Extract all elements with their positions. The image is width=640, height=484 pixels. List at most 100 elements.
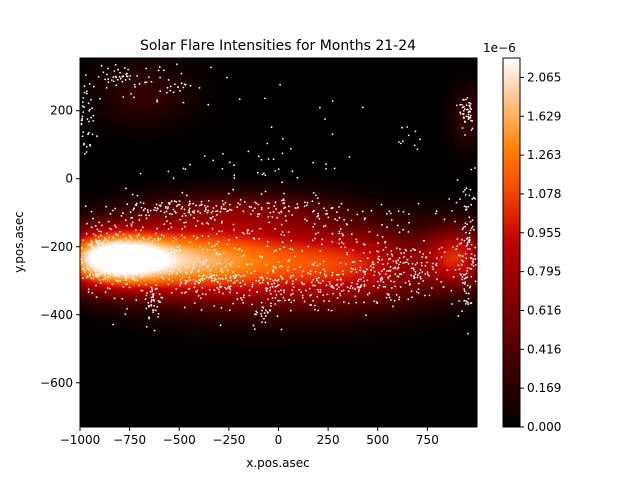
flare-point xyxy=(112,80,115,83)
flare-point xyxy=(193,210,196,212)
flare-point xyxy=(114,241,117,244)
flare-point xyxy=(97,264,100,267)
flare-point xyxy=(469,248,471,251)
flare-point xyxy=(311,239,314,242)
flare-point xyxy=(123,262,126,264)
flare-point xyxy=(391,254,394,257)
flare-point xyxy=(465,187,468,190)
flare-point xyxy=(134,86,137,88)
flare-point xyxy=(386,262,389,265)
flare-point xyxy=(145,265,147,267)
flare-point xyxy=(286,269,289,272)
flare-point xyxy=(128,286,131,289)
flare-point xyxy=(131,221,134,224)
flare-point xyxy=(108,287,111,290)
flare-point xyxy=(145,283,147,286)
flare-point xyxy=(138,253,141,256)
flare-point xyxy=(211,245,213,248)
y-tick-label: 0 xyxy=(65,172,73,186)
flare-point xyxy=(286,280,288,283)
flare-point xyxy=(150,304,153,306)
flare-point xyxy=(430,287,433,289)
flare-point xyxy=(170,292,173,294)
flare-point xyxy=(293,299,295,302)
flare-point xyxy=(144,298,147,301)
flare-point xyxy=(93,248,96,251)
flare-point xyxy=(229,203,231,206)
flare-point xyxy=(145,272,148,275)
flare-point xyxy=(241,250,243,252)
flare-point xyxy=(390,250,393,252)
flare-point xyxy=(232,282,235,284)
flare-point xyxy=(417,274,419,276)
flare-point xyxy=(446,269,449,272)
flare-point xyxy=(129,244,131,247)
flare-point xyxy=(164,259,166,262)
flare-point xyxy=(230,279,233,282)
flare-point xyxy=(268,202,270,205)
flare-point xyxy=(342,234,345,237)
flare-point xyxy=(414,263,417,266)
flare-point xyxy=(263,172,265,175)
flare-point xyxy=(205,208,207,211)
flare-point xyxy=(326,212,329,215)
flare-point xyxy=(150,299,153,302)
flare-point xyxy=(154,254,157,257)
flare-point xyxy=(306,204,308,207)
flare-point xyxy=(157,270,159,273)
flare-point xyxy=(402,210,405,213)
flare-point xyxy=(325,284,328,287)
flare-point xyxy=(363,218,366,221)
flare-point xyxy=(173,83,176,86)
flare-point xyxy=(233,228,236,231)
flare-point xyxy=(123,250,126,253)
flare-point xyxy=(158,66,161,69)
flare-point xyxy=(175,238,178,241)
flare-point xyxy=(291,248,294,251)
flare-point xyxy=(322,294,325,296)
flare-point xyxy=(377,280,379,283)
flare-point xyxy=(251,285,254,288)
flare-point xyxy=(193,286,196,289)
flare-point xyxy=(97,236,100,239)
flare-point xyxy=(417,282,420,285)
flare-point xyxy=(281,181,283,184)
flare-point xyxy=(88,274,91,277)
flare-point xyxy=(170,262,172,265)
flare-point xyxy=(350,219,353,222)
flare-point xyxy=(402,262,405,264)
flare-point xyxy=(185,194,188,197)
flare-point xyxy=(140,289,143,292)
flare-point xyxy=(469,188,472,191)
flare-point xyxy=(263,317,265,320)
flare-point xyxy=(463,105,465,108)
flare-point xyxy=(249,213,252,216)
flare-point xyxy=(314,237,316,240)
flare-point xyxy=(395,262,398,265)
flare-point xyxy=(211,279,213,282)
flare-point xyxy=(452,246,454,249)
flare-point xyxy=(324,118,326,121)
flare-point xyxy=(451,303,453,305)
flare-point xyxy=(364,217,366,219)
flare-point xyxy=(423,294,426,297)
flare-point xyxy=(171,213,173,216)
flare-point xyxy=(463,108,466,111)
flare-point xyxy=(81,117,84,120)
flare-point xyxy=(248,289,251,292)
flare-point xyxy=(209,269,211,272)
flare-point xyxy=(381,258,383,261)
flare-point xyxy=(237,248,240,251)
flare-point xyxy=(412,248,415,250)
flare-point xyxy=(471,198,474,200)
flare-point xyxy=(211,228,214,230)
flare-point xyxy=(273,250,276,253)
flare-point xyxy=(312,299,314,302)
flare-point xyxy=(317,290,320,293)
flare-point xyxy=(163,211,166,214)
flare-point xyxy=(262,306,264,309)
flare-point xyxy=(462,281,465,284)
flare-point xyxy=(124,219,127,222)
flare-point xyxy=(185,291,187,293)
flare-point xyxy=(121,297,124,300)
